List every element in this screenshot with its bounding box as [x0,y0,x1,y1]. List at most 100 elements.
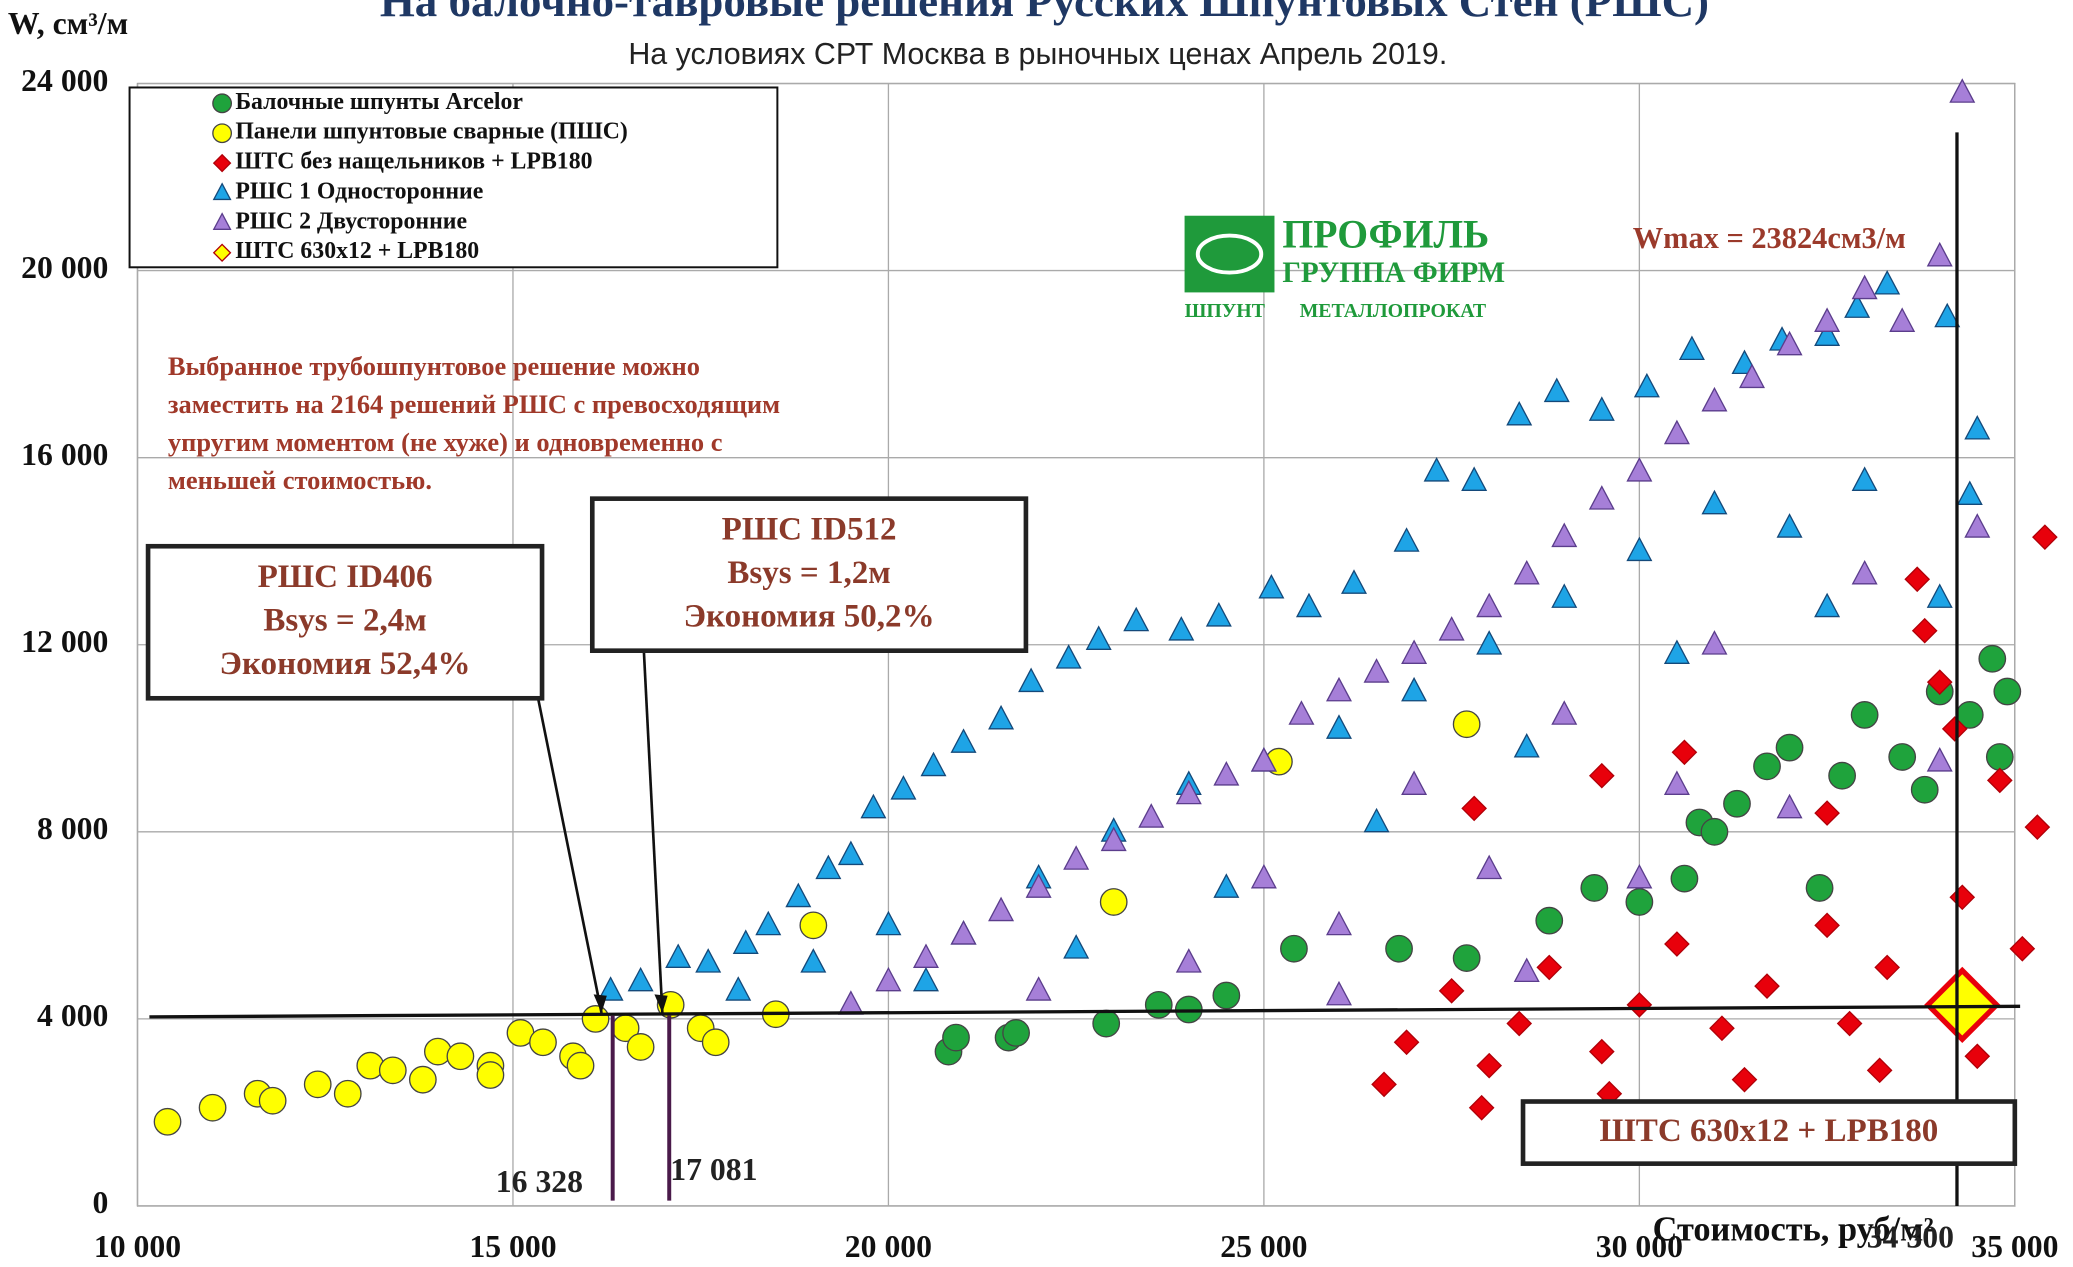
point [1701,630,1728,655]
point [1701,489,1728,515]
point [1002,1019,1030,1047]
point [1423,457,1450,482]
vline-label: 17 081 [670,1152,757,1187]
point [476,1061,505,1089]
point [529,1028,557,1057]
callout-text: ШТС 630x12 + LPB180 [1600,1113,1939,1149]
legend-marker [212,93,233,114]
callout-box [1520,1099,2018,1166]
point [1513,559,1540,585]
point [988,896,1015,922]
arrow-head [593,994,607,1013]
point [1401,676,1428,702]
logo-name: ПРОФИЛЬ [1282,212,1489,256]
point [423,1037,452,1066]
point [1341,569,1368,594]
point [1371,1071,1397,1098]
point [1850,701,1879,729]
point [1700,817,1729,846]
point [1814,912,1840,939]
point [912,943,939,968]
point [1250,863,1277,889]
point [1100,826,1127,852]
point [1325,910,1352,936]
point [1452,944,1481,972]
point [566,1051,595,1080]
point [950,920,977,945]
point [1866,1057,1893,1084]
point [1626,536,1653,562]
point [1851,466,1878,491]
point [1904,566,1931,593]
point [950,728,977,753]
callout-text: Bsys = 2,4м [263,603,426,639]
point [1144,990,1173,1019]
point [1723,789,1751,818]
point [1625,888,1654,916]
point [1175,948,1202,973]
point [1363,807,1390,833]
annotation: меньшей стоимостью. [168,465,432,495]
point [1663,639,1690,665]
point [1212,981,1241,1010]
point [1551,700,1578,725]
point [1280,934,1308,963]
point [153,1107,182,1136]
point [1776,793,1803,819]
y-tick-label: 4 000 [37,998,108,1033]
point [1476,1052,1503,1079]
point [1551,522,1578,548]
legend-marker [212,243,232,263]
point [1205,602,1232,627]
point [1754,973,1780,999]
point [1626,863,1653,889]
point [626,1033,655,1061]
point [1258,573,1285,599]
point [815,854,842,880]
point [1926,241,1953,267]
point [1325,980,1352,1006]
point [890,775,917,800]
point [1588,1038,1615,1065]
x-tick-label: 30 000 [1596,1229,1683,1264]
y-tick-label: 12 000 [21,624,108,659]
point [1438,977,1465,1004]
legend-label: РШС 2 Двусторонние [235,208,467,234]
point [1926,669,1953,695]
legend-label: Балочные шпунты Arcelor [235,89,523,115]
point [1949,78,1976,103]
reference-line [149,1004,2021,1019]
point [198,1093,227,1122]
point [1288,700,1315,725]
point [732,929,759,954]
point [1828,761,1856,790]
point [1678,335,1705,361]
point [1138,803,1165,828]
point [1709,1015,1735,1042]
point [1934,302,1961,328]
point [1978,644,2007,673]
point [1025,976,1052,1001]
callout-text: РШС ID406 [258,559,433,595]
x-axis-label: Стоимость, руб/м² [1653,1210,1934,1248]
arrow [536,698,603,1014]
point [2009,935,2036,962]
point [1536,954,1563,981]
annotation: заместить на 2164 решений РШС с превосхо… [168,389,780,419]
vline-label: 34 300 [1867,1220,1954,1255]
x-tick-label: 15 000 [469,1229,556,1264]
subtitle: На условиях СРТ Москва в рыночных ценах … [628,37,1447,71]
wmax-label: Wmax = 23824см3/м [1633,221,1906,255]
point [1588,396,1615,421]
point [1985,743,2014,771]
point [1701,386,1728,412]
point [1543,377,1570,403]
callout-box [589,496,1029,654]
point [581,1005,610,1033]
point [627,966,654,992]
point [1956,480,1983,505]
point [1401,770,1428,795]
point [1814,321,1841,346]
point [1476,854,1503,880]
point [942,1023,970,1052]
